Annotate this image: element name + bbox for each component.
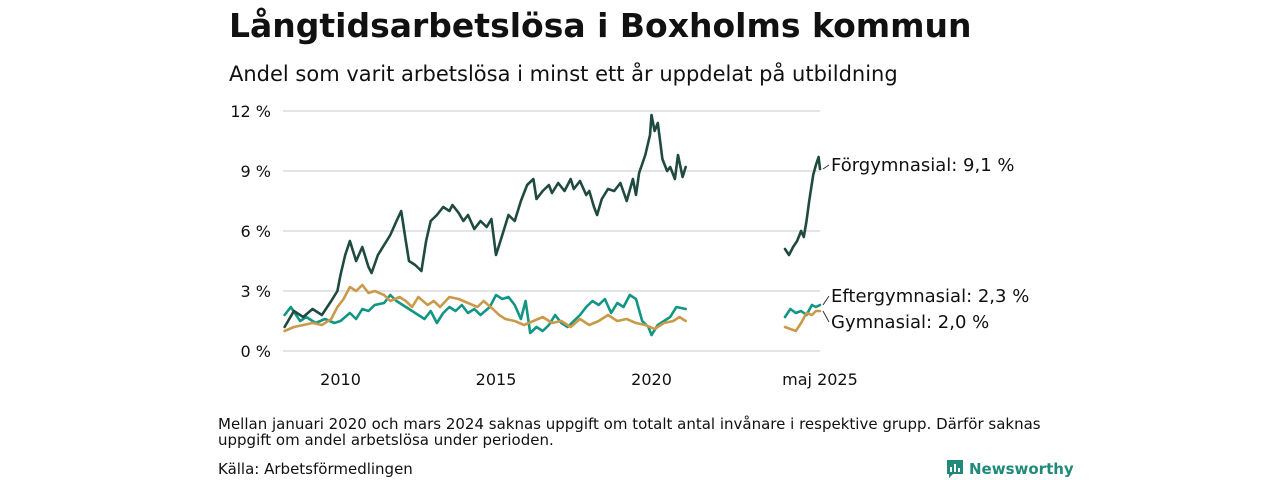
newsworthy-logo-icon [947, 460, 963, 478]
label-leader-line [822, 295, 830, 306]
label-leader-line [822, 310, 830, 323]
y-axis: 0 % 3 % 6 % 9 % 12 % [230, 102, 271, 361]
series-line-gymnasial [283, 283, 687, 333]
footnote: Mellan januari 2020 och mars 2024 saknas… [218, 415, 1041, 449]
series-label-förgymnasial: Förgymnasial: 9,1 % [831, 155, 1015, 176]
y-tick-label: 0 % [241, 342, 271, 361]
brand-logo: Newsworthy [946, 459, 1074, 479]
brand-name: Newsworthy [969, 460, 1074, 478]
grid-lines [283, 110, 820, 352]
chart-subtitle: Andel som varit arbetslösa i minst ett å… [229, 62, 898, 86]
y-tick-label: 3 % [241, 282, 271, 301]
series-line-förgymnasial [283, 113, 687, 329]
series-line-gymnasial [783, 309, 822, 333]
x-tick-label: 2020 [631, 370, 672, 389]
line-chart: 0 % 3 % 6 % 9 % 12 % 2010 2015 2020 maj 2025 Fö… [230, 102, 1029, 389]
label-leader-line [822, 164, 830, 170]
chart-title: Långtidsarbetslösa i Boxholms kommun [229, 6, 972, 45]
series-lines [283, 113, 822, 337]
y-tick-label: 12 % [230, 102, 271, 121]
y-tick-label: 6 % [241, 222, 271, 241]
series-line-eftergymnasial [783, 303, 822, 319]
x-tick-label: 2015 [476, 370, 517, 389]
series-label-gymnasial: Gymnasial: 2,0 % [831, 312, 989, 333]
series-label-eftergymnasial: Eftergymnasial: 2,3 % [831, 286, 1029, 307]
x-axis: 2010 2015 2020 maj 2025 [320, 370, 858, 389]
x-tick-label: 2010 [320, 370, 361, 389]
series-labels: Förgymnasial: 9,1 % Eftergymnasial: 2,3 %… [822, 155, 1029, 333]
source-text: Källa: Arbetsförmedlingen [218, 460, 413, 478]
series-line-förgymnasial [783, 155, 822, 257]
y-tick-label: 9 % [241, 162, 271, 181]
x-tick-label: maj 2025 [782, 370, 858, 389]
series-line-eftergymnasial [283, 293, 687, 337]
